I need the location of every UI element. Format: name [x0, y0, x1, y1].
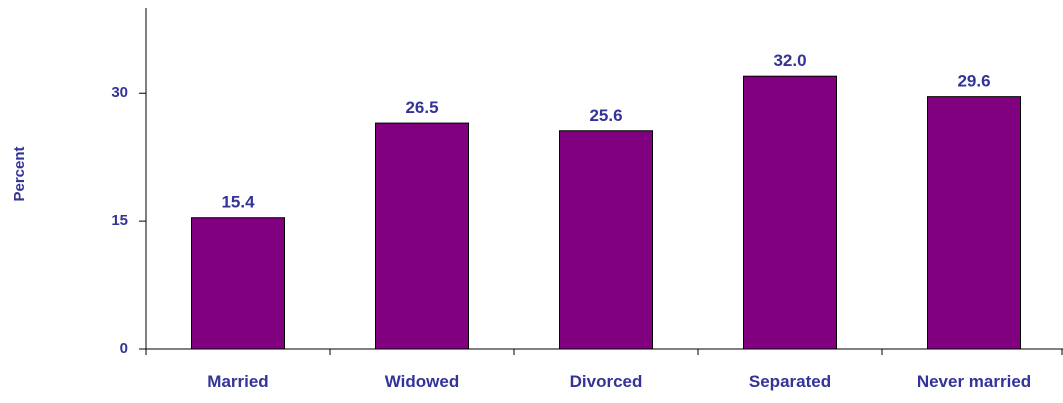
y-tick-label: 30: [111, 84, 128, 101]
bar-divorced: [559, 130, 653, 350]
x-category-label: Married: [207, 372, 268, 391]
x-labels-group: Married Widowed Divorced Separated Never mar…: [207, 372, 1031, 391]
bars-group: [191, 75, 1021, 350]
x-category-label: Divorced: [570, 372, 643, 391]
y-tick-label: 0: [120, 340, 128, 357]
x-ticks-group: [145, 349, 1063, 355]
bar-never-married: [927, 96, 1021, 350]
y-axis-title: Percent: [11, 146, 28, 201]
bar-value-label: 25.6: [589, 106, 622, 125]
x-category-label: Separated: [749, 372, 831, 391]
x-category-label: Widowed: [385, 372, 459, 391]
bar-widowed: [375, 122, 469, 350]
y-ticks-group: 0 15 30: [111, 84, 146, 357]
bar-value-label: 26.5: [405, 98, 438, 117]
bar-value-label: 32.0: [773, 51, 806, 70]
y-axis-title-group: Percent: [11, 146, 28, 201]
x-category-label: Never married: [917, 372, 1031, 391]
bar-value-label: 29.6: [957, 72, 990, 91]
y-tick-label: 15: [111, 212, 128, 229]
bar-value-label: 15.4: [221, 193, 255, 212]
bar-separated: [743, 75, 837, 350]
value-labels-group: 15.4 26.5 25.6 32.0 29.6: [221, 51, 990, 212]
axes-group: [145, 8, 1063, 350]
bar-married: [191, 217, 285, 350]
